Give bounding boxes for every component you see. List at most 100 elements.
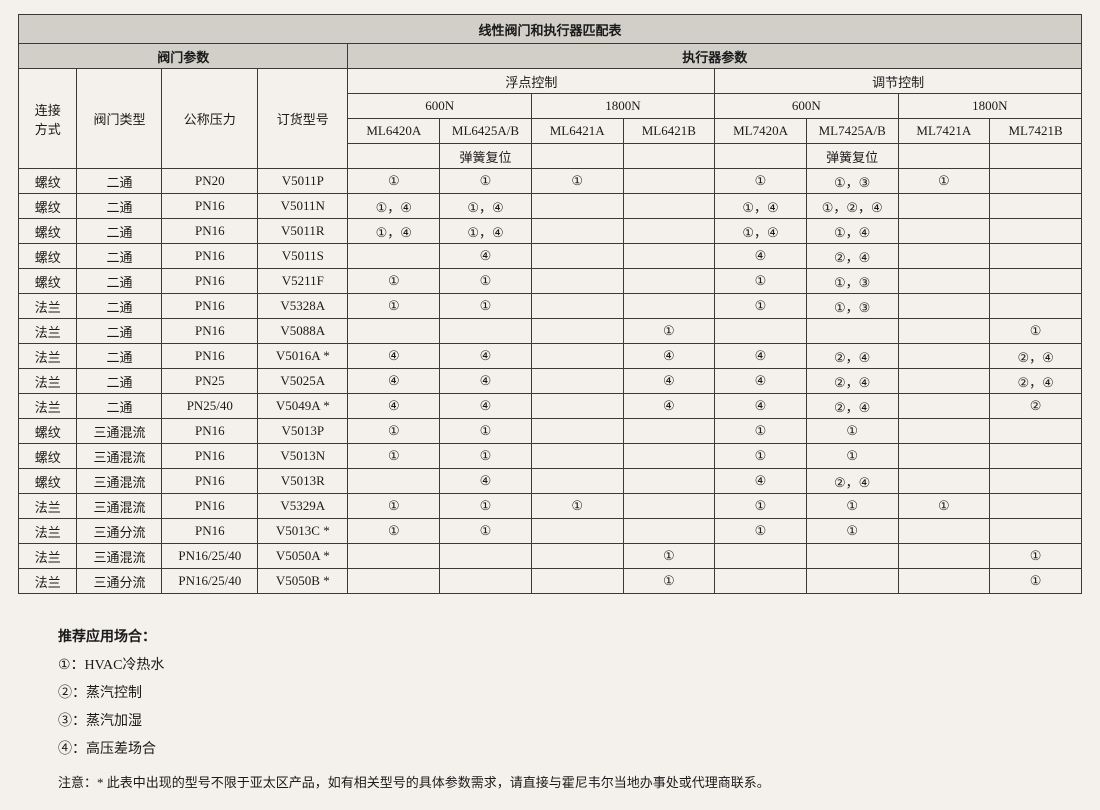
cell-data: ① xyxy=(623,544,715,569)
col-valve-type: 阀门类型 xyxy=(77,69,162,169)
cell-data: ① xyxy=(806,419,898,444)
cell-data: ④ xyxy=(623,369,715,394)
cell-valve-type: 二通 xyxy=(77,269,162,294)
cell-data: ① xyxy=(440,294,532,319)
cell-data xyxy=(898,219,990,244)
cell-data: ① xyxy=(715,419,807,444)
cell-valve-type: 二通 xyxy=(77,194,162,219)
cell-order-code: V5013P xyxy=(258,419,348,444)
blank xyxy=(715,144,807,169)
ctrl-modulating: 调节控制 xyxy=(715,69,1082,94)
cell-data: ④ xyxy=(348,369,440,394)
cell-data: ① xyxy=(715,519,807,544)
cell-connection: 法兰 xyxy=(19,569,77,594)
cell-valve-type: 二通 xyxy=(77,219,162,244)
cell-data xyxy=(531,444,623,469)
cell-data xyxy=(623,294,715,319)
cell-data xyxy=(898,394,990,419)
cell-valve-type: 三通分流 xyxy=(77,519,162,544)
cell-data xyxy=(990,519,1082,544)
cell-data: ④ xyxy=(440,244,532,269)
cell-data xyxy=(990,494,1082,519)
cell-connection: 螺纹 xyxy=(19,194,77,219)
cell-data xyxy=(623,194,715,219)
model-ML6420A: ML6420A xyxy=(348,119,440,144)
cell-data: ④ xyxy=(715,469,807,494)
cell-pn: PN25 xyxy=(162,369,258,394)
cell-data: ① xyxy=(715,169,807,194)
cell-data: ④ xyxy=(440,344,532,369)
cell-connection: 螺纹 xyxy=(19,219,77,244)
cell-data xyxy=(623,219,715,244)
cell-pn: PN16 xyxy=(162,269,258,294)
cell-data xyxy=(898,544,990,569)
cell-data xyxy=(531,344,623,369)
cell-data xyxy=(623,519,715,544)
model-ML7420A: ML7420A xyxy=(715,119,807,144)
cell-connection: 法兰 xyxy=(19,394,77,419)
cell-data xyxy=(531,294,623,319)
col-order-code: 订货型号 xyxy=(258,69,348,169)
cell-order-code: V5050B * xyxy=(258,569,348,594)
legend-note: 注意：* 此表中出现的型号不限于亚太区产品，如有相关型号的具体参数需求，请直接与… xyxy=(58,770,1082,796)
cell-data xyxy=(440,569,532,594)
cell-data xyxy=(623,269,715,294)
cell-connection: 螺纹 xyxy=(19,269,77,294)
cell-data: ① xyxy=(990,569,1082,594)
blank xyxy=(990,144,1082,169)
cell-data: ① xyxy=(348,419,440,444)
cell-data: ① xyxy=(990,544,1082,569)
cell-data xyxy=(348,319,440,344)
spring-reset: 弹簧复位 xyxy=(440,144,532,169)
cell-data xyxy=(348,244,440,269)
hdr-1800n: 1800N xyxy=(898,94,1081,119)
cell-data: ① xyxy=(715,444,807,469)
cell-data: ②，④ xyxy=(806,469,898,494)
cell-data: ②，④ xyxy=(990,369,1082,394)
legend-item: ①：HVAC冷热水 xyxy=(58,652,1082,680)
cell-data xyxy=(806,319,898,344)
cell-valve-type: 二通 xyxy=(77,294,162,319)
blank xyxy=(898,144,990,169)
cell-data xyxy=(531,394,623,419)
cell-data xyxy=(623,419,715,444)
group-valve-params: 阀门参数 xyxy=(19,44,348,69)
cell-valve-type: 三通分流 xyxy=(77,569,162,594)
legend-item: ③：蒸汽加湿 xyxy=(58,708,1082,736)
cell-data xyxy=(623,444,715,469)
cell-data xyxy=(715,569,807,594)
cell-data xyxy=(531,194,623,219)
cell-data: ④ xyxy=(715,244,807,269)
cell-connection: 螺纹 xyxy=(19,169,77,194)
cell-data: ④ xyxy=(715,369,807,394)
cell-data xyxy=(531,269,623,294)
cell-pn: PN16 xyxy=(162,444,258,469)
cell-data xyxy=(898,294,990,319)
cell-valve-type: 二通 xyxy=(77,344,162,369)
cell-pn: PN20 xyxy=(162,169,258,194)
cell-pn: PN16/25/40 xyxy=(162,544,258,569)
cell-data: ① xyxy=(440,494,532,519)
match-table: 线性阀门和执行器匹配表阀门参数执行器参数连接方式阀门类型公称压力订货型号浮点控制… xyxy=(18,14,1082,594)
cell-data xyxy=(715,319,807,344)
cell-data xyxy=(990,469,1082,494)
cell-data: ① xyxy=(715,494,807,519)
cell-data xyxy=(806,544,898,569)
cell-pn: PN16 xyxy=(162,319,258,344)
cell-data xyxy=(531,544,623,569)
cell-data: ① xyxy=(440,419,532,444)
cell-order-code: V5011S xyxy=(258,244,348,269)
cell-data xyxy=(623,244,715,269)
cell-valve-type: 三通混流 xyxy=(77,494,162,519)
cell-data: ① xyxy=(348,294,440,319)
cell-order-code: V5088A xyxy=(258,319,348,344)
cell-data: ① xyxy=(440,519,532,544)
cell-data xyxy=(531,369,623,394)
cell-data: ① xyxy=(898,494,990,519)
cell-data: ①，④ xyxy=(806,219,898,244)
cell-data: ① xyxy=(440,444,532,469)
cell-order-code: V5011N xyxy=(258,194,348,219)
model-ML6421A: ML6421A xyxy=(531,119,623,144)
cell-data xyxy=(348,569,440,594)
blank xyxy=(531,144,623,169)
